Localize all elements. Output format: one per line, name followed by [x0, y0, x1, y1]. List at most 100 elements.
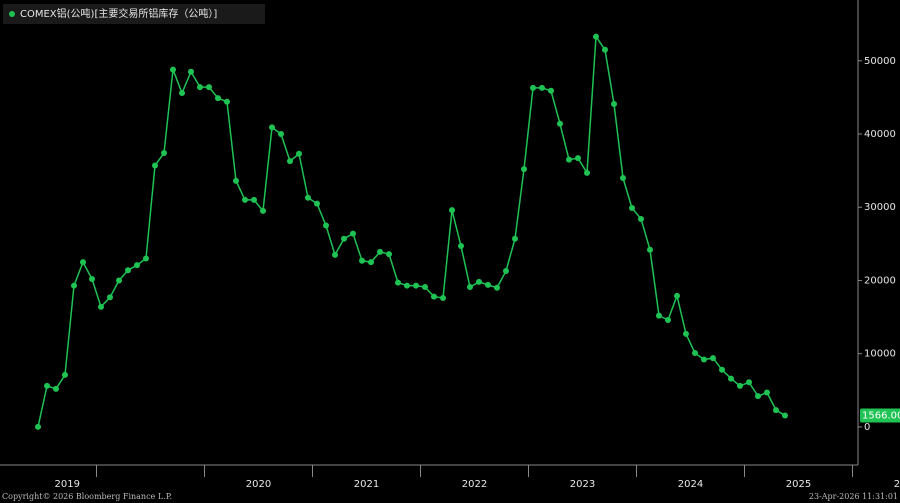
legend-marker [9, 11, 15, 17]
point [719, 366, 725, 373]
point [701, 356, 707, 363]
point [395, 279, 401, 286]
point [404, 282, 410, 289]
point [296, 150, 302, 157]
point [638, 215, 644, 222]
point [386, 251, 392, 258]
point [161, 150, 167, 157]
point [269, 124, 275, 131]
point [152, 162, 158, 169]
point [377, 248, 383, 255]
timestamp: 23-Apr-2026 11:31:01 [809, 492, 898, 501]
point [503, 267, 509, 274]
point [620, 174, 626, 181]
y-tick-label: 40000 [864, 129, 896, 140]
point [134, 262, 140, 269]
point [341, 235, 347, 242]
point [215, 95, 221, 102]
point [278, 131, 284, 138]
point [656, 312, 662, 319]
point [206, 84, 212, 91]
point [683, 330, 689, 337]
point [197, 84, 203, 91]
point [242, 196, 248, 203]
point [440, 295, 446, 302]
point [224, 98, 230, 105]
point [332, 251, 338, 258]
point [737, 382, 743, 389]
point [305, 194, 311, 201]
point [611, 100, 617, 107]
point [62, 371, 68, 378]
point [458, 243, 464, 250]
point [755, 393, 761, 400]
point [422, 284, 428, 291]
point [710, 355, 716, 362]
point [251, 196, 257, 203]
copyright: Copyright© 2026 Bloomberg Finance L.P. [2, 492, 172, 501]
x-tick-label: 2023 [570, 479, 595, 490]
x-tick-label: 2019 [55, 479, 80, 490]
point [548, 87, 554, 94]
point [188, 68, 194, 75]
point [584, 169, 590, 176]
point [314, 200, 320, 207]
point [773, 407, 779, 414]
point [350, 230, 356, 237]
point [782, 412, 788, 419]
point [557, 120, 563, 127]
point [674, 292, 680, 299]
point [53, 385, 59, 392]
last-value-label: 1566.00 [862, 410, 900, 421]
point [80, 259, 86, 266]
point [602, 46, 608, 53]
y-tick-label: 50000 [864, 56, 896, 67]
point [143, 255, 149, 262]
point [125, 267, 131, 274]
point [413, 282, 419, 289]
point [89, 276, 95, 282]
point [116, 277, 122, 284]
point [629, 204, 635, 211]
point [566, 156, 572, 163]
point [431, 293, 437, 300]
point [233, 177, 239, 184]
point [665, 317, 671, 324]
point [107, 294, 113, 301]
point [44, 382, 50, 389]
point [647, 246, 653, 253]
point [746, 379, 752, 386]
point [692, 349, 698, 356]
point [539, 84, 545, 91]
point [359, 257, 365, 264]
y-tick-label: 20000 [864, 275, 896, 286]
point [71, 282, 77, 289]
last-value-badge [860, 408, 900, 423]
point [530, 84, 536, 91]
point [485, 281, 491, 288]
point [179, 90, 185, 96]
point [728, 375, 734, 382]
point [593, 33, 599, 40]
x-tick-label: 2020 [246, 479, 271, 490]
legend-box [3, 4, 265, 24]
legend-text: COMEX铝(公吨)[主要交易所铝库存（公吨）] [20, 7, 217, 20]
point [494, 284, 500, 291]
y-tick-label: 10000 [864, 349, 896, 360]
x-tick-label: 2025 [786, 479, 811, 490]
point [512, 235, 518, 242]
y-tick-label: 0 [864, 422, 870, 433]
x-tick-label: 2022 [462, 479, 487, 490]
point [323, 222, 329, 229]
x-tick-label: 2024 [678, 479, 703, 490]
point [467, 284, 473, 291]
point [98, 303, 104, 310]
point [449, 207, 455, 214]
point [368, 259, 374, 266]
point [287, 158, 293, 165]
point [260, 207, 266, 214]
point [35, 423, 41, 430]
point [476, 278, 482, 285]
